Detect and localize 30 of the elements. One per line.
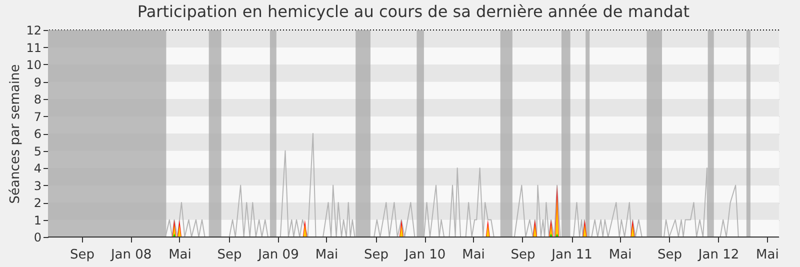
- y-tick-label: 10: [26, 58, 42, 72]
- x-tick-label: Mai: [608, 248, 632, 262]
- x-tick-label: Jan 09: [257, 248, 299, 262]
- y-tick-label: 1: [34, 213, 42, 228]
- x-tick-label: Sep: [657, 248, 682, 262]
- x-tick-label: Mai: [462, 248, 485, 262]
- y-tick-label: 11: [26, 40, 42, 55]
- y-tick-label: 4: [34, 162, 42, 176]
- y-tick-label: 6: [34, 127, 42, 141]
- x-tick-label: Mai: [168, 248, 192, 262]
- chart-title: Participation en hemicycle au cours de sa dernière année de mandat: [137, 2, 690, 21]
- y-tick-label: 8: [34, 92, 42, 106]
- x-tick-label: Mai: [315, 248, 338, 262]
- y-tick-label: 9: [34, 75, 42, 90]
- y-tick-label: 12: [26, 24, 42, 38]
- x-tick-label: Sep: [70, 248, 95, 262]
- y-tick-label: 7: [34, 110, 42, 124]
- x-tick-label: Jan 11: [550, 248, 592, 262]
- y-tick-label: 0: [34, 230, 42, 244]
- y-tick-label: 5: [34, 144, 42, 158]
- y-tick-label: 2: [34, 196, 42, 210]
- x-tick-label: Sep: [364, 248, 388, 262]
- x-tick-label: Sep: [510, 248, 536, 262]
- x-tick-label: Sep: [217, 248, 242, 262]
- x-tick-label: Jan 12: [697, 248, 740, 262]
- y-axis-title: Séances par semaine: [8, 64, 24, 204]
- x-tick-label: Jan 10: [404, 248, 446, 262]
- x-tick-label: Mai: [756, 248, 779, 262]
- x-tick-label: Jan 08: [110, 248, 152, 262]
- y-tick-label: 3: [34, 178, 42, 193]
